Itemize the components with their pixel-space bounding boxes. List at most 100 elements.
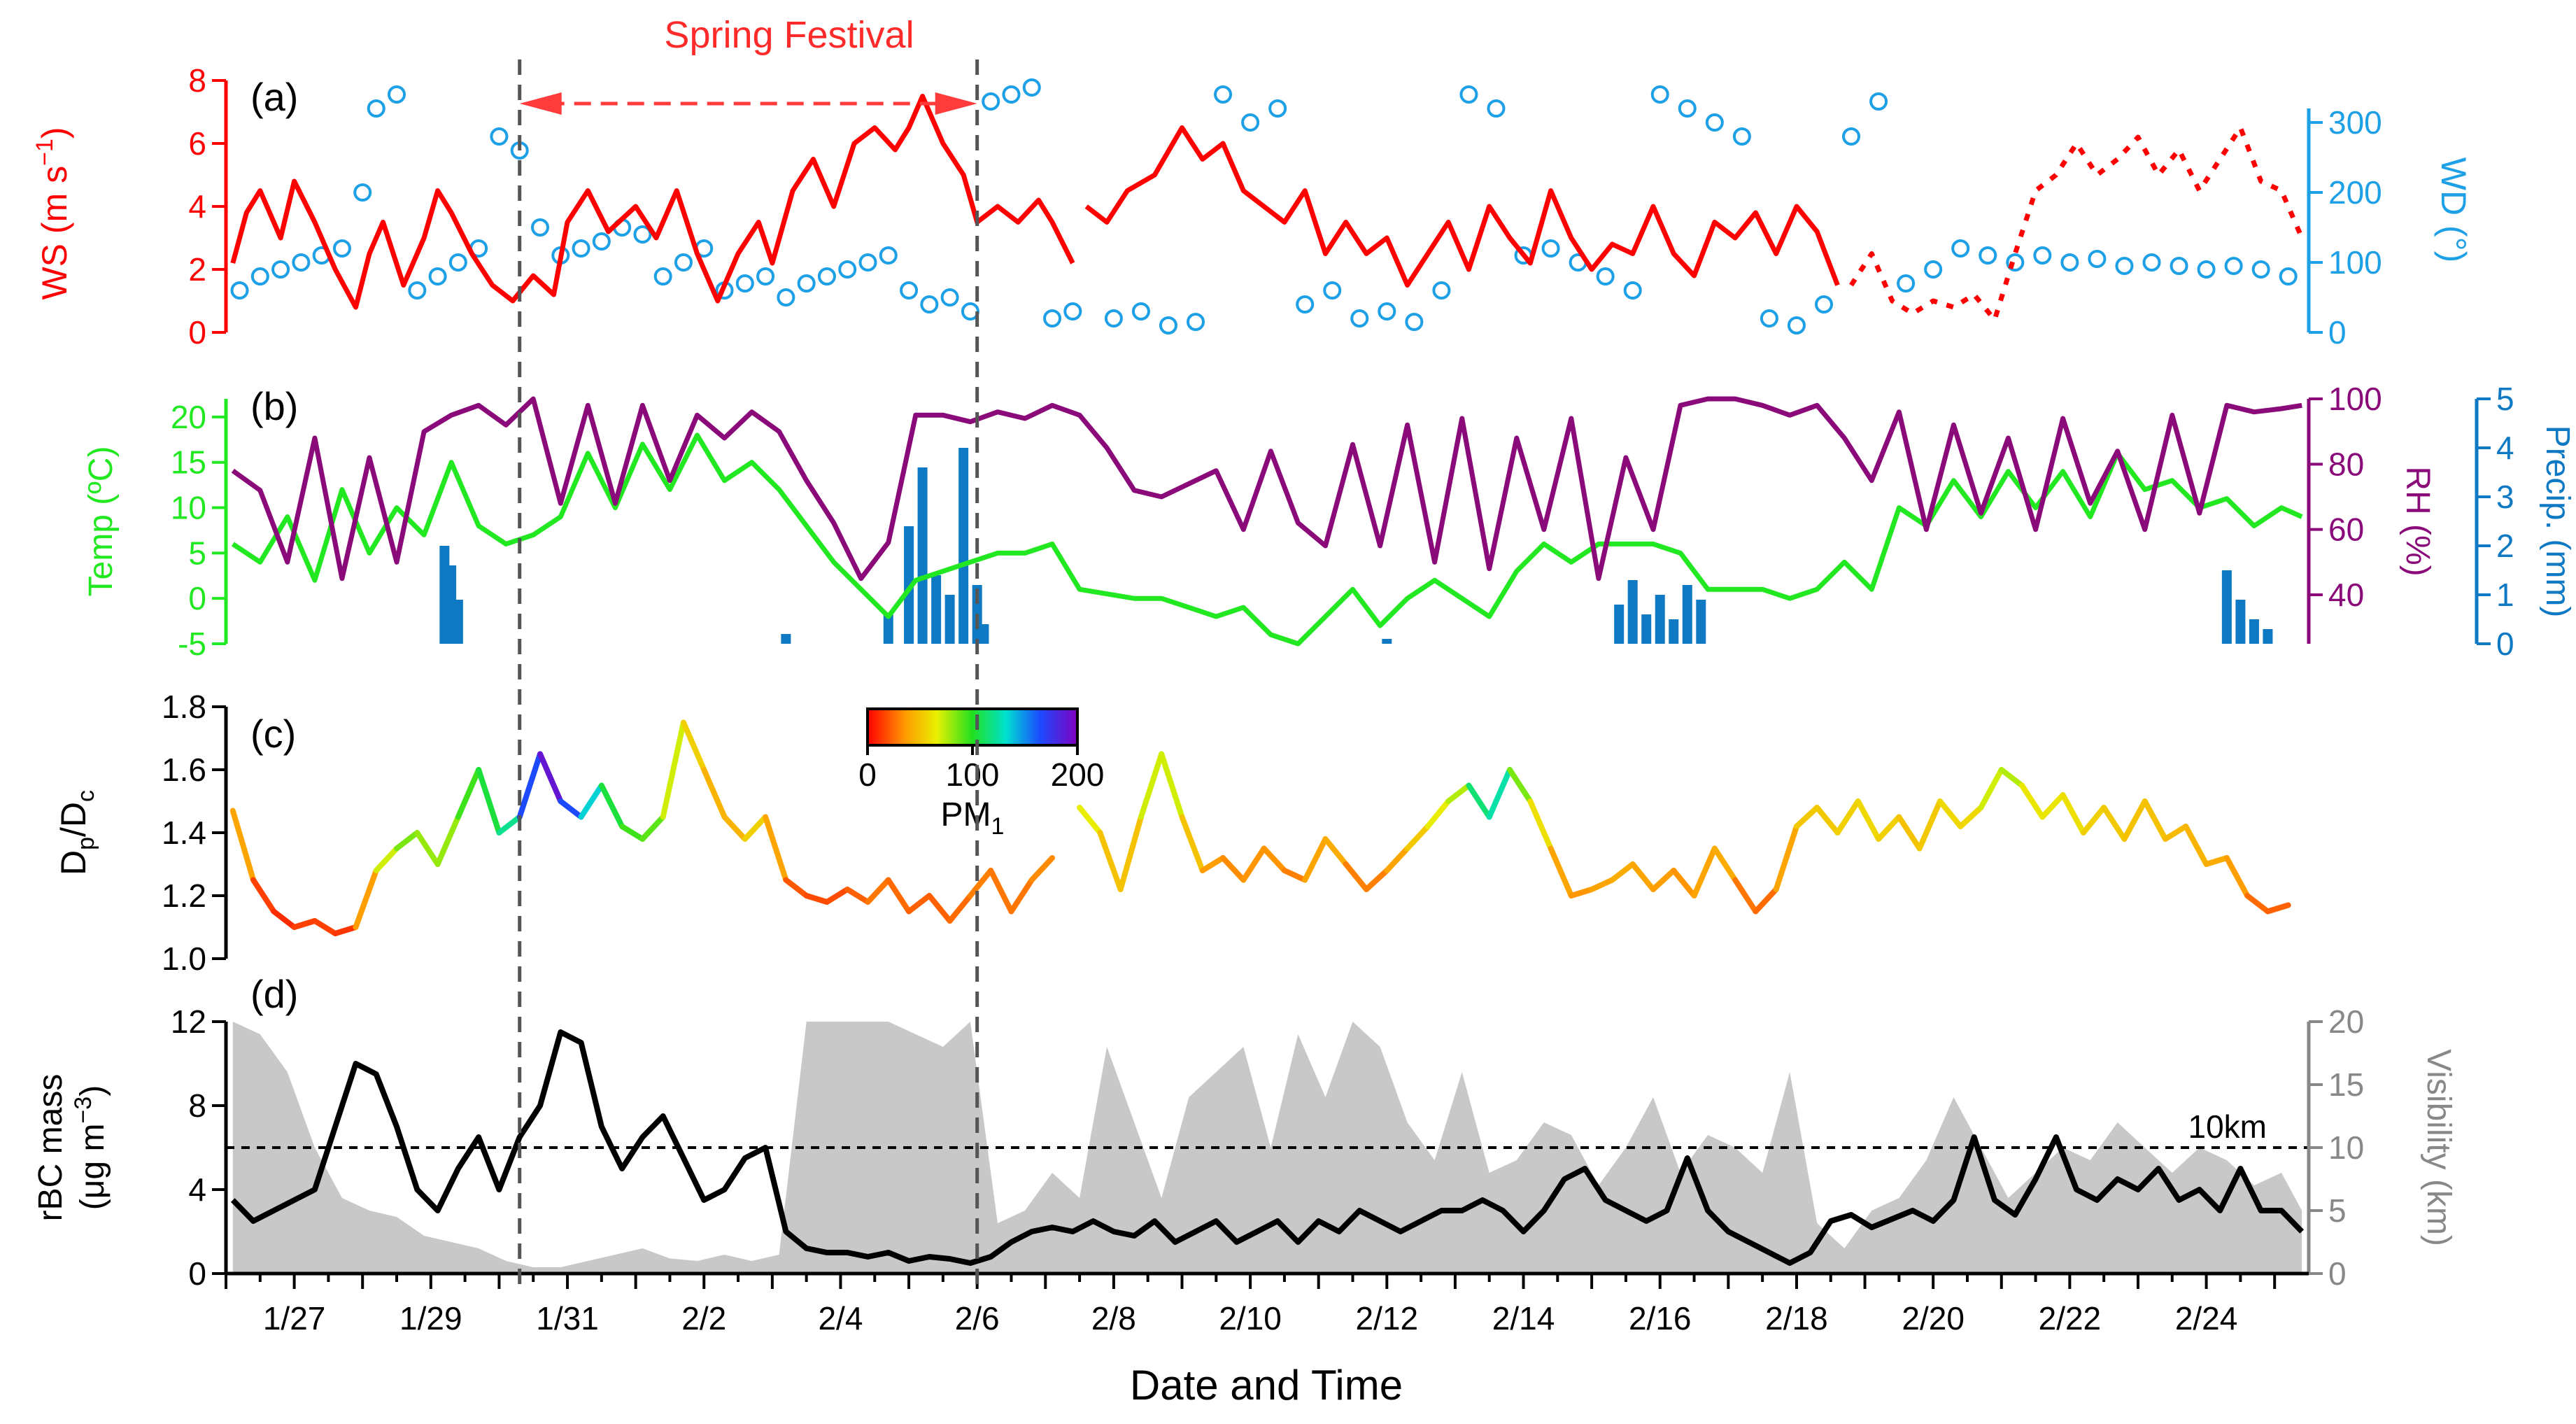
wd-point [1159,316,1177,334]
rbc-tick-label: 12 [171,1003,206,1040]
dpdc-segment [229,808,257,883]
dpdc-segment [1629,861,1656,892]
dpdc-segment [271,908,297,930]
precip-bar [2221,570,2232,644]
wd-point [1432,281,1451,299]
x-tick-label: 1/29 [399,1300,462,1337]
precip-tick-label: 1 [2496,577,2514,613]
dpdc-segment [1548,845,1574,898]
wd-point [1405,313,1424,331]
relative-humidity-line [231,396,2302,581]
dpdc-segment [947,893,973,924]
colorbar-tick-label: 0 [858,756,877,793]
dpdc-segment [2101,805,2128,842]
dpdc-segment [1179,814,1205,873]
ws-tick-label: 4 [188,188,206,225]
wd-point [1541,239,1560,258]
dpdc-segment [1159,751,1185,820]
ws-tick-label: 2 [188,251,206,288]
dpdc-segment [1220,855,1247,883]
threshold-label: 10km [2188,1108,2267,1145]
x-tick-label: 1/31 [536,1300,599,1337]
wd-tick-label: 0 [2328,314,2347,351]
wd-point [448,253,467,272]
dpdc-segment [516,751,543,820]
dp-dc-colored-line [229,719,2291,936]
ws-tick-label: 6 [188,125,206,162]
precip-bar [944,595,955,644]
precip-bar [1382,639,1392,644]
dpdc-segment [598,782,625,829]
precip-bar [453,600,463,644]
wd-point [1063,302,1082,320]
wd-point [1814,295,1833,313]
wd-point [653,267,672,285]
wd-point [1596,267,1615,285]
dpdc-segment [1650,868,1677,892]
dpdc-tick-label: 1.0 [162,940,206,977]
x-tick-label: 2/18 [1765,1300,1828,1337]
precip-bar [1669,619,1679,644]
dpdc-segment [783,877,809,898]
wd-point [756,267,775,285]
dpdc-segment [476,767,502,836]
dpdc-segment [1958,805,1984,829]
dpdc-segment [1281,868,1308,883]
wd-point [1022,78,1041,97]
panel-d: 10km 0 4 8 12 0 5 10 15 20 1/27 1/29 1/31 2/2 2/4 2/… [32,972,2457,1409]
dpdc-segment [353,868,379,930]
dpdc-segment [1343,861,1370,892]
wd-point [1897,274,1916,292]
dpdc-segment [680,719,707,773]
dpdc-segment [803,893,830,905]
wd-tick-label: 200 [2328,174,2382,211]
dpdc-segment [1732,877,1759,915]
vis-tick-label: 5 [2328,1192,2347,1229]
dpdc-segment [1117,814,1144,892]
dpdc-segment [1609,861,1636,883]
precip-bar [2263,629,2273,644]
dpdc-tick-label: 1.8 [162,689,206,725]
panel-d-label: (d) [250,972,298,1016]
wd-point [838,260,857,279]
precip-tick-label: 3 [2496,479,2514,515]
dpdc-segment [1691,845,1718,898]
dpdc-segment [394,830,420,852]
dpdc-segment [1978,767,2004,810]
panel-b-ylabel-right: Precip. (mm) [2539,425,2576,618]
precip-bar [1655,595,1665,644]
temp-tick-label: 20 [171,399,206,435]
dpdc-segment [1240,845,1267,883]
x-tick-label: 2/6 [955,1300,1000,1337]
spring-festival-arrow [519,92,977,115]
dpdc-segment [1753,887,1779,915]
precip-bar [1627,580,1638,644]
wd-point [2170,257,2188,275]
precip-bar [1614,605,1625,644]
wd-point [2197,260,2216,279]
wd-point [1951,239,1970,258]
wd-point [2006,253,2025,272]
colorbar-label: PM1 [941,796,1005,840]
spring-festival-label: Spring Festival [664,14,914,56]
x-tick-label: 2/24 [2175,1300,2238,1337]
ws-segment [1849,125,2305,323]
panel-a-label: (a) [250,75,298,119]
wd-point [1760,309,1778,327]
wd-point [1924,260,1943,279]
ws-segment [230,94,1075,310]
wd-point [1842,127,1861,146]
dpdc-segment [434,814,461,867]
wd-point [1979,246,1997,265]
dpdc-segment [1138,751,1165,820]
ws-tick-label: 8 [188,62,206,99]
wd-point [1214,85,1233,104]
dpdc-segment [1424,798,1452,829]
dpdc-segment [2142,798,2169,842]
dpdc-segment [2039,792,2066,820]
wd-point [428,267,447,285]
wd-point [1043,309,1062,327]
wd-point [1705,113,1724,132]
rbc-line [230,1029,2305,1266]
